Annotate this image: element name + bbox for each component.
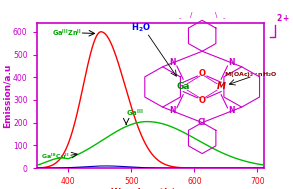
Y-axis label: Emission/a.u: Emission/a.u [3,63,12,128]
Text: Ga: Ga [176,82,190,91]
Text: N: N [170,106,176,115]
Text: $\mathbf{Ga^{III}}$: $\mathbf{Ga^{III}}$ [126,107,144,119]
Text: $\mathbf{M(OAc)_2 \cdot nH_2O}$: $\mathbf{M(OAc)_2 \cdot nH_2O}$ [224,70,278,79]
Text: $\mathbf{2+}$: $\mathbf{2+}$ [276,12,290,23]
Text: $\mathbf{Ga^{III}Zn^{II}}$: $\mathbf{Ga^{III}Zn^{II}}$ [52,27,82,39]
Text: N: N [228,58,235,67]
Text: N: N [228,106,235,115]
Text: $\mathbf{H_2O}$: $\mathbf{H_2O}$ [131,22,151,34]
Text: Cl: Cl [198,118,206,127]
Text: -: - [178,15,181,21]
Text: \: \ [215,12,217,18]
Text: -: - [223,15,225,21]
Text: O: O [199,96,206,105]
Text: $\mathbf{Ga^{III}Cu^{II}}$: $\mathbf{Ga^{III}Cu^{II}}$ [41,152,69,161]
Text: N: N [170,58,176,67]
Text: /: / [190,12,192,18]
X-axis label: Wavelength/nm: Wavelength/nm [110,188,190,189]
Text: O: O [199,69,206,78]
Text: M: M [217,82,226,91]
